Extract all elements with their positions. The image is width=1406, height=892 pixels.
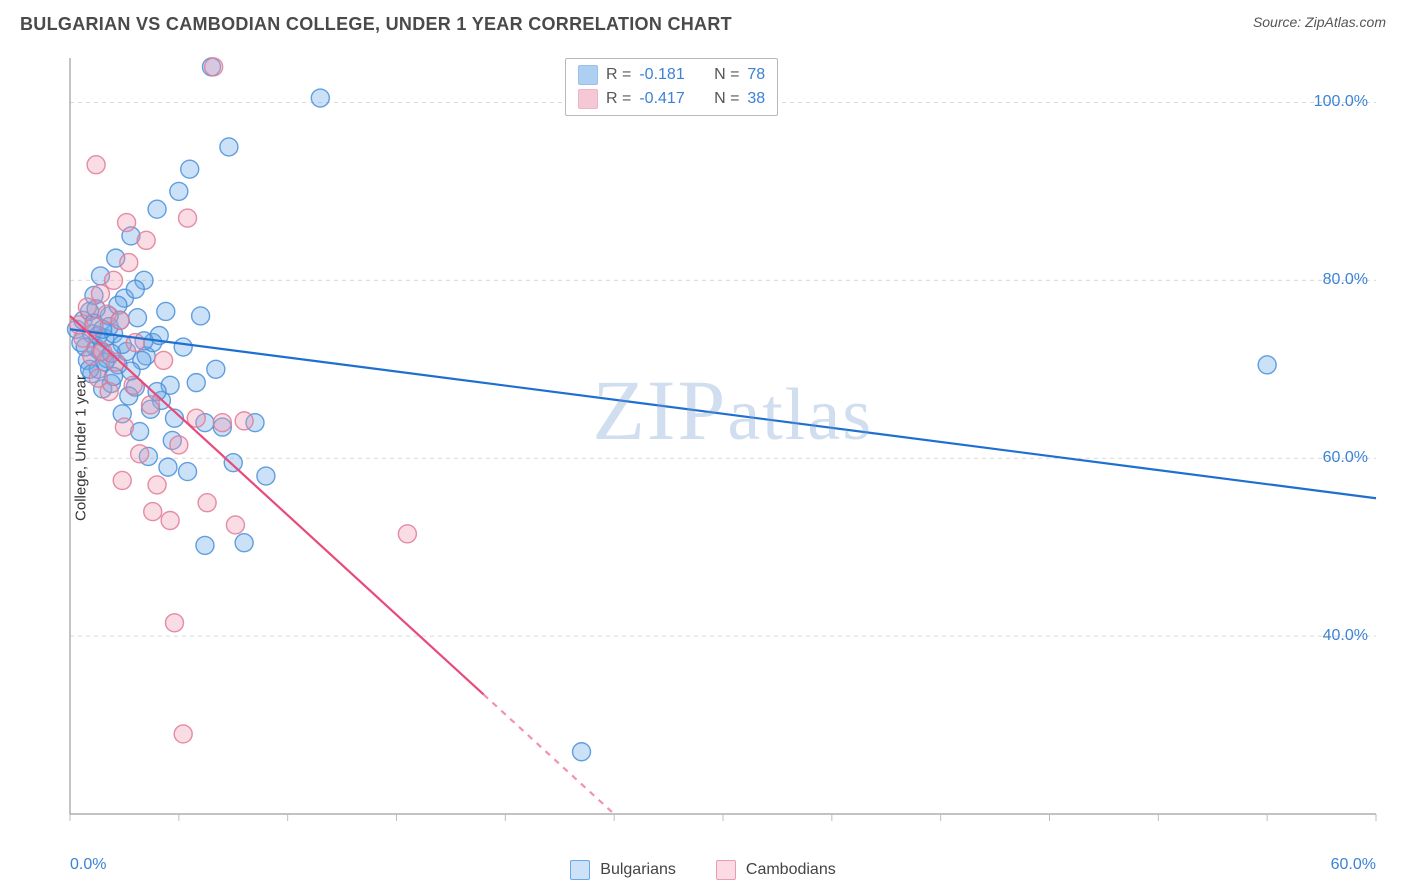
data-point bbox=[181, 160, 199, 178]
data-point bbox=[224, 454, 242, 472]
data-point bbox=[213, 414, 231, 432]
data-point bbox=[131, 445, 149, 463]
y-tick-label: 100.0% bbox=[1314, 93, 1368, 111]
data-point bbox=[205, 58, 223, 76]
y-tick-label: 40.0% bbox=[1323, 627, 1368, 645]
data-point bbox=[120, 254, 138, 272]
n-value: 78 bbox=[747, 66, 765, 84]
source-name: ZipAtlas.com bbox=[1305, 14, 1386, 30]
data-point bbox=[91, 285, 109, 303]
data-point bbox=[235, 412, 253, 430]
data-point bbox=[126, 280, 144, 298]
stats-row: R = -0.417 N = 38 bbox=[578, 87, 765, 111]
legend-item: Cambodians bbox=[716, 860, 836, 880]
data-point bbox=[155, 351, 173, 369]
data-point bbox=[398, 525, 416, 543]
data-point bbox=[105, 271, 123, 289]
y-axis-label: College, Under 1 year bbox=[72, 375, 89, 521]
data-point bbox=[198, 494, 216, 512]
r-value: -0.181 bbox=[639, 66, 684, 84]
data-point bbox=[1258, 356, 1276, 374]
n-value: 38 bbox=[747, 90, 765, 108]
y-tick-label: 60.0% bbox=[1323, 449, 1368, 467]
data-point bbox=[165, 614, 183, 632]
scatter-chart bbox=[20, 52, 1386, 844]
data-point bbox=[311, 89, 329, 107]
data-point bbox=[207, 360, 225, 378]
data-point bbox=[170, 182, 188, 200]
legend-swatch bbox=[570, 860, 590, 880]
correlation-stats-box: R = -0.181 N = 78R = -0.417 N = 38 bbox=[565, 58, 778, 116]
data-point bbox=[179, 209, 197, 227]
data-point bbox=[573, 743, 591, 761]
data-point bbox=[148, 200, 166, 218]
data-point bbox=[179, 463, 197, 481]
data-point bbox=[142, 396, 160, 414]
data-point bbox=[257, 467, 275, 485]
data-point bbox=[161, 511, 179, 529]
r-value: -0.417 bbox=[639, 90, 684, 108]
data-point bbox=[187, 374, 205, 392]
source-attribution: Source: ZipAtlas.com bbox=[1253, 14, 1386, 30]
legend-label: Bulgarians bbox=[600, 861, 676, 879]
data-point bbox=[148, 476, 166, 494]
legend: Bulgarians Cambodians bbox=[0, 860, 1406, 880]
source-prefix: Source: bbox=[1253, 14, 1305, 30]
data-point bbox=[174, 338, 192, 356]
data-point bbox=[137, 231, 155, 249]
data-point bbox=[78, 298, 96, 316]
legend-item: Bulgarians bbox=[570, 860, 676, 880]
data-point bbox=[174, 725, 192, 743]
data-point bbox=[170, 436, 188, 454]
data-point bbox=[159, 458, 177, 476]
chart-header: BULGARIAN VS CAMBODIAN COLLEGE, UNDER 1 … bbox=[0, 0, 1406, 43]
data-point bbox=[157, 302, 175, 320]
data-point bbox=[220, 138, 238, 156]
data-point bbox=[128, 309, 146, 327]
legend-swatch bbox=[716, 860, 736, 880]
series-swatch bbox=[578, 65, 598, 85]
legend-label: Cambodians bbox=[746, 861, 836, 879]
chart-title: BULGARIAN VS CAMBODIAN COLLEGE, UNDER 1 … bbox=[20, 14, 732, 35]
series-swatch bbox=[578, 89, 598, 109]
data-point bbox=[144, 503, 162, 521]
data-point bbox=[87, 156, 105, 174]
data-point bbox=[115, 418, 133, 436]
data-point bbox=[113, 471, 131, 489]
data-point bbox=[100, 383, 118, 401]
data-point bbox=[235, 534, 253, 552]
data-point bbox=[192, 307, 210, 325]
data-point bbox=[118, 214, 136, 232]
data-point bbox=[196, 536, 214, 554]
stats-row: R = -0.181 N = 78 bbox=[578, 63, 765, 87]
data-point bbox=[226, 516, 244, 534]
data-point bbox=[111, 311, 129, 329]
y-tick-label: 80.0% bbox=[1323, 271, 1368, 289]
chart-area: College, Under 1 year 40.0% 60.0% 80.0% 100… bbox=[20, 52, 1386, 844]
